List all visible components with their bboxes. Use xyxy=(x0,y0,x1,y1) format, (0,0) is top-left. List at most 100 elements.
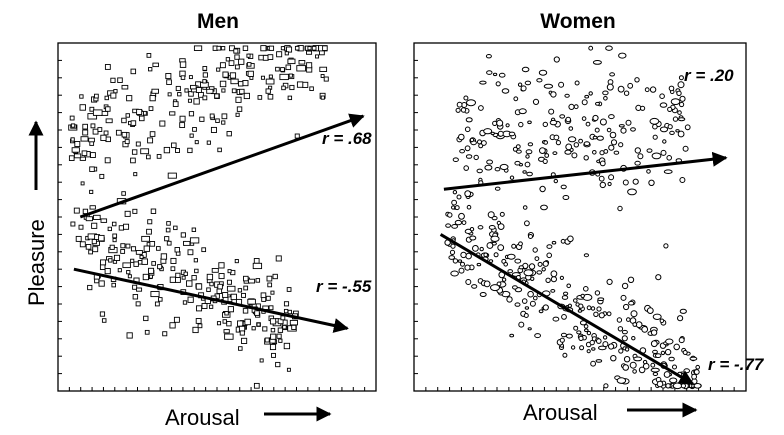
women-scatter-point xyxy=(665,338,674,345)
women-scatter-point xyxy=(492,72,498,77)
men-scatter-point xyxy=(149,131,156,137)
men-scatter-point xyxy=(248,278,256,284)
women-scatter-point xyxy=(458,133,465,141)
men-scatter-point xyxy=(132,294,139,300)
women-scatter-point xyxy=(627,276,635,283)
women-scatter-point xyxy=(652,349,658,354)
women-scatter-point xyxy=(627,82,634,89)
women-scatter-point xyxy=(576,330,582,335)
men-scatter-point xyxy=(280,315,286,321)
women-scatter-point xyxy=(522,205,528,210)
men-scatter-point xyxy=(69,115,75,121)
women-scatter-point xyxy=(558,81,565,88)
men-scatter-point xyxy=(151,88,159,94)
women-scatter-point xyxy=(509,333,515,338)
women-scatter-point xyxy=(452,190,458,195)
women-scatter-point xyxy=(483,128,493,135)
men-scatter-point xyxy=(183,240,191,246)
women-scatter-point xyxy=(518,265,524,270)
men-scatter-point xyxy=(175,148,180,153)
men-scatter-point xyxy=(144,329,150,335)
men-scatter-point xyxy=(283,308,289,314)
women-scatter-point xyxy=(679,308,687,314)
women-scatter-point xyxy=(550,270,558,278)
men-scatter-point xyxy=(188,75,193,80)
women-scatter-point xyxy=(638,366,646,374)
men-scatter-point xyxy=(287,95,293,101)
women-scatter-point xyxy=(631,336,636,341)
women-scatter-point xyxy=(521,298,528,304)
men-scatter-point xyxy=(276,333,282,339)
men-scatter-point xyxy=(262,54,269,61)
women-scatter-point xyxy=(621,329,628,335)
men-scatter-point xyxy=(228,60,235,66)
women-scatter-point xyxy=(566,283,572,289)
men-scatter-point xyxy=(79,94,84,99)
women-scatter-point xyxy=(461,220,467,226)
women-scatter-point xyxy=(581,99,588,106)
women-title: Women xyxy=(540,10,615,33)
women-scatter-point xyxy=(666,155,673,161)
women-scatter-point xyxy=(537,261,543,267)
men-scatter-point xyxy=(182,300,188,305)
men-scatter-point xyxy=(217,147,222,153)
men-scatter-point xyxy=(260,45,267,52)
men-scatter-point xyxy=(215,118,220,123)
men-scatter-point xyxy=(140,148,150,155)
men-scatter-point xyxy=(165,227,171,233)
men-scatter-point xyxy=(216,45,222,51)
men-scatter-point xyxy=(146,228,152,235)
women-scatter-point xyxy=(490,284,500,292)
women-scatter-point xyxy=(460,261,465,267)
women-scatter-point xyxy=(577,309,583,313)
men-scatter-point xyxy=(82,208,89,215)
men-scatter-point xyxy=(150,208,157,214)
men-scatter-point xyxy=(216,67,221,72)
women-scatter-point xyxy=(553,178,558,184)
women-scatter-point xyxy=(583,155,589,161)
women-scatter-point xyxy=(603,149,609,154)
women-scatter-point xyxy=(524,161,531,168)
women-scatter-point xyxy=(464,190,472,198)
men-scatter-point xyxy=(237,288,243,293)
men-scatter-point xyxy=(266,275,273,282)
men-scatter-point xyxy=(252,262,263,270)
women-scatter-point xyxy=(456,194,462,200)
women-scatter-point xyxy=(447,212,453,218)
women-scatter-point xyxy=(592,60,602,65)
men-scatter-point xyxy=(167,172,177,179)
women-x-axis-label: Arousal xyxy=(523,400,598,425)
women-scatter-point xyxy=(610,355,617,362)
women-scatter-point xyxy=(445,223,452,228)
men-scatter-point xyxy=(146,154,151,160)
men-scatter-point xyxy=(246,62,252,67)
women-trend-lower xyxy=(439,233,695,386)
men-scatter-point xyxy=(170,257,177,264)
men-scatter-point xyxy=(141,235,150,242)
women-scatter-point xyxy=(518,321,525,328)
women-scatter-point xyxy=(464,126,471,133)
women-scatter-point xyxy=(542,121,548,128)
women-scatter-point xyxy=(466,99,476,107)
men-scatter-point xyxy=(126,332,133,339)
women-scatter-point xyxy=(667,106,673,113)
women-scatter-point xyxy=(586,330,592,336)
men-scatter-point xyxy=(206,287,211,292)
men-scatter-point xyxy=(320,95,325,100)
men-scatter-point xyxy=(270,333,277,340)
men-scatter-point xyxy=(99,311,106,317)
men-x-axis-label: Arousal xyxy=(165,405,240,430)
women-scatter-point xyxy=(663,243,669,249)
women-scatter-point xyxy=(596,135,604,141)
women-scatter-point xyxy=(463,165,470,171)
men-scatter-point xyxy=(82,129,89,136)
women-scatter-point xyxy=(656,380,664,388)
men-scatter-point xyxy=(265,88,271,94)
women-scatter-point xyxy=(603,96,608,101)
men-scatter-point xyxy=(275,361,281,368)
women-scatter-point xyxy=(617,326,624,332)
men-scatter-point xyxy=(111,282,116,288)
men-scatter-point xyxy=(121,84,129,90)
men-scatter-point xyxy=(148,267,155,274)
men-scatter-point xyxy=(257,95,263,100)
